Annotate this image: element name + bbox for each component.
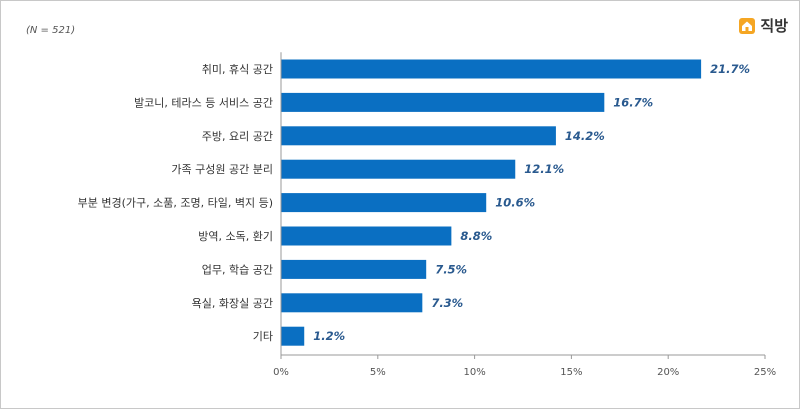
bar: [281, 259, 427, 279]
category-label: 발코니, 테라스 등 서비스 공간: [134, 96, 273, 109]
bar: [281, 159, 516, 179]
category-label: 부분 변경(가구, 소품, 조명, 타일, 벽지 등): [78, 196, 273, 210]
category-label: 취미, 휴식 공간: [202, 63, 273, 76]
bar: [281, 59, 702, 79]
bar: [281, 193, 487, 213]
value-labels-layer: 21.7% 16.7% 14.2% 12.1% 10.6% 8.8% 7.5% 7.3% 1.2…: [313, 62, 750, 343]
bar: [281, 326, 305, 346]
value-label: 7.3%: [431, 296, 463, 310]
value-label: 7.5%: [435, 262, 467, 276]
bar: [281, 293, 423, 313]
value-label: 12.1%: [524, 162, 564, 176]
category-label: 욕실, 화장실 공간: [192, 297, 273, 310]
x-tick-label: 10%: [463, 367, 485, 378]
category-label: 주방, 요리 공간: [202, 130, 273, 143]
category-label: 가족 구성원 공간 분리: [171, 163, 273, 176]
value-label: 8.8%: [460, 229, 492, 243]
x-tick-label: 5%: [370, 367, 386, 378]
value-label: 1.2%: [313, 329, 345, 343]
value-label: 10.6%: [495, 196, 535, 210]
x-tick-label: 0%: [273, 367, 289, 378]
x-tick-label: 20%: [657, 367, 679, 378]
house-logo-icon: [739, 17, 756, 34]
category-label: 방역, 소독, 환기: [198, 230, 273, 243]
value-label: 16.7%: [613, 95, 653, 109]
bar: [281, 126, 556, 146]
x-tick-label: 15%: [560, 367, 582, 378]
bar: [281, 226, 452, 246]
sample-size-note: (N = 521): [26, 25, 76, 36]
bars-layer: [281, 59, 702, 346]
x-tick-label: 25%: [754, 367, 776, 378]
zigbang-logo: 직방: [738, 15, 788, 36]
value-label: 21.7%: [710, 62, 750, 76]
bar: [281, 92, 605, 112]
category-label: 업무, 학습 공간: [202, 263, 273, 276]
value-label: 14.2%: [565, 129, 605, 143]
category-label: 기타: [253, 330, 273, 343]
logo-text: 직방: [760, 17, 788, 35]
x-axis: 0% 5% 10% 15% 20% 25%: [273, 52, 776, 378]
